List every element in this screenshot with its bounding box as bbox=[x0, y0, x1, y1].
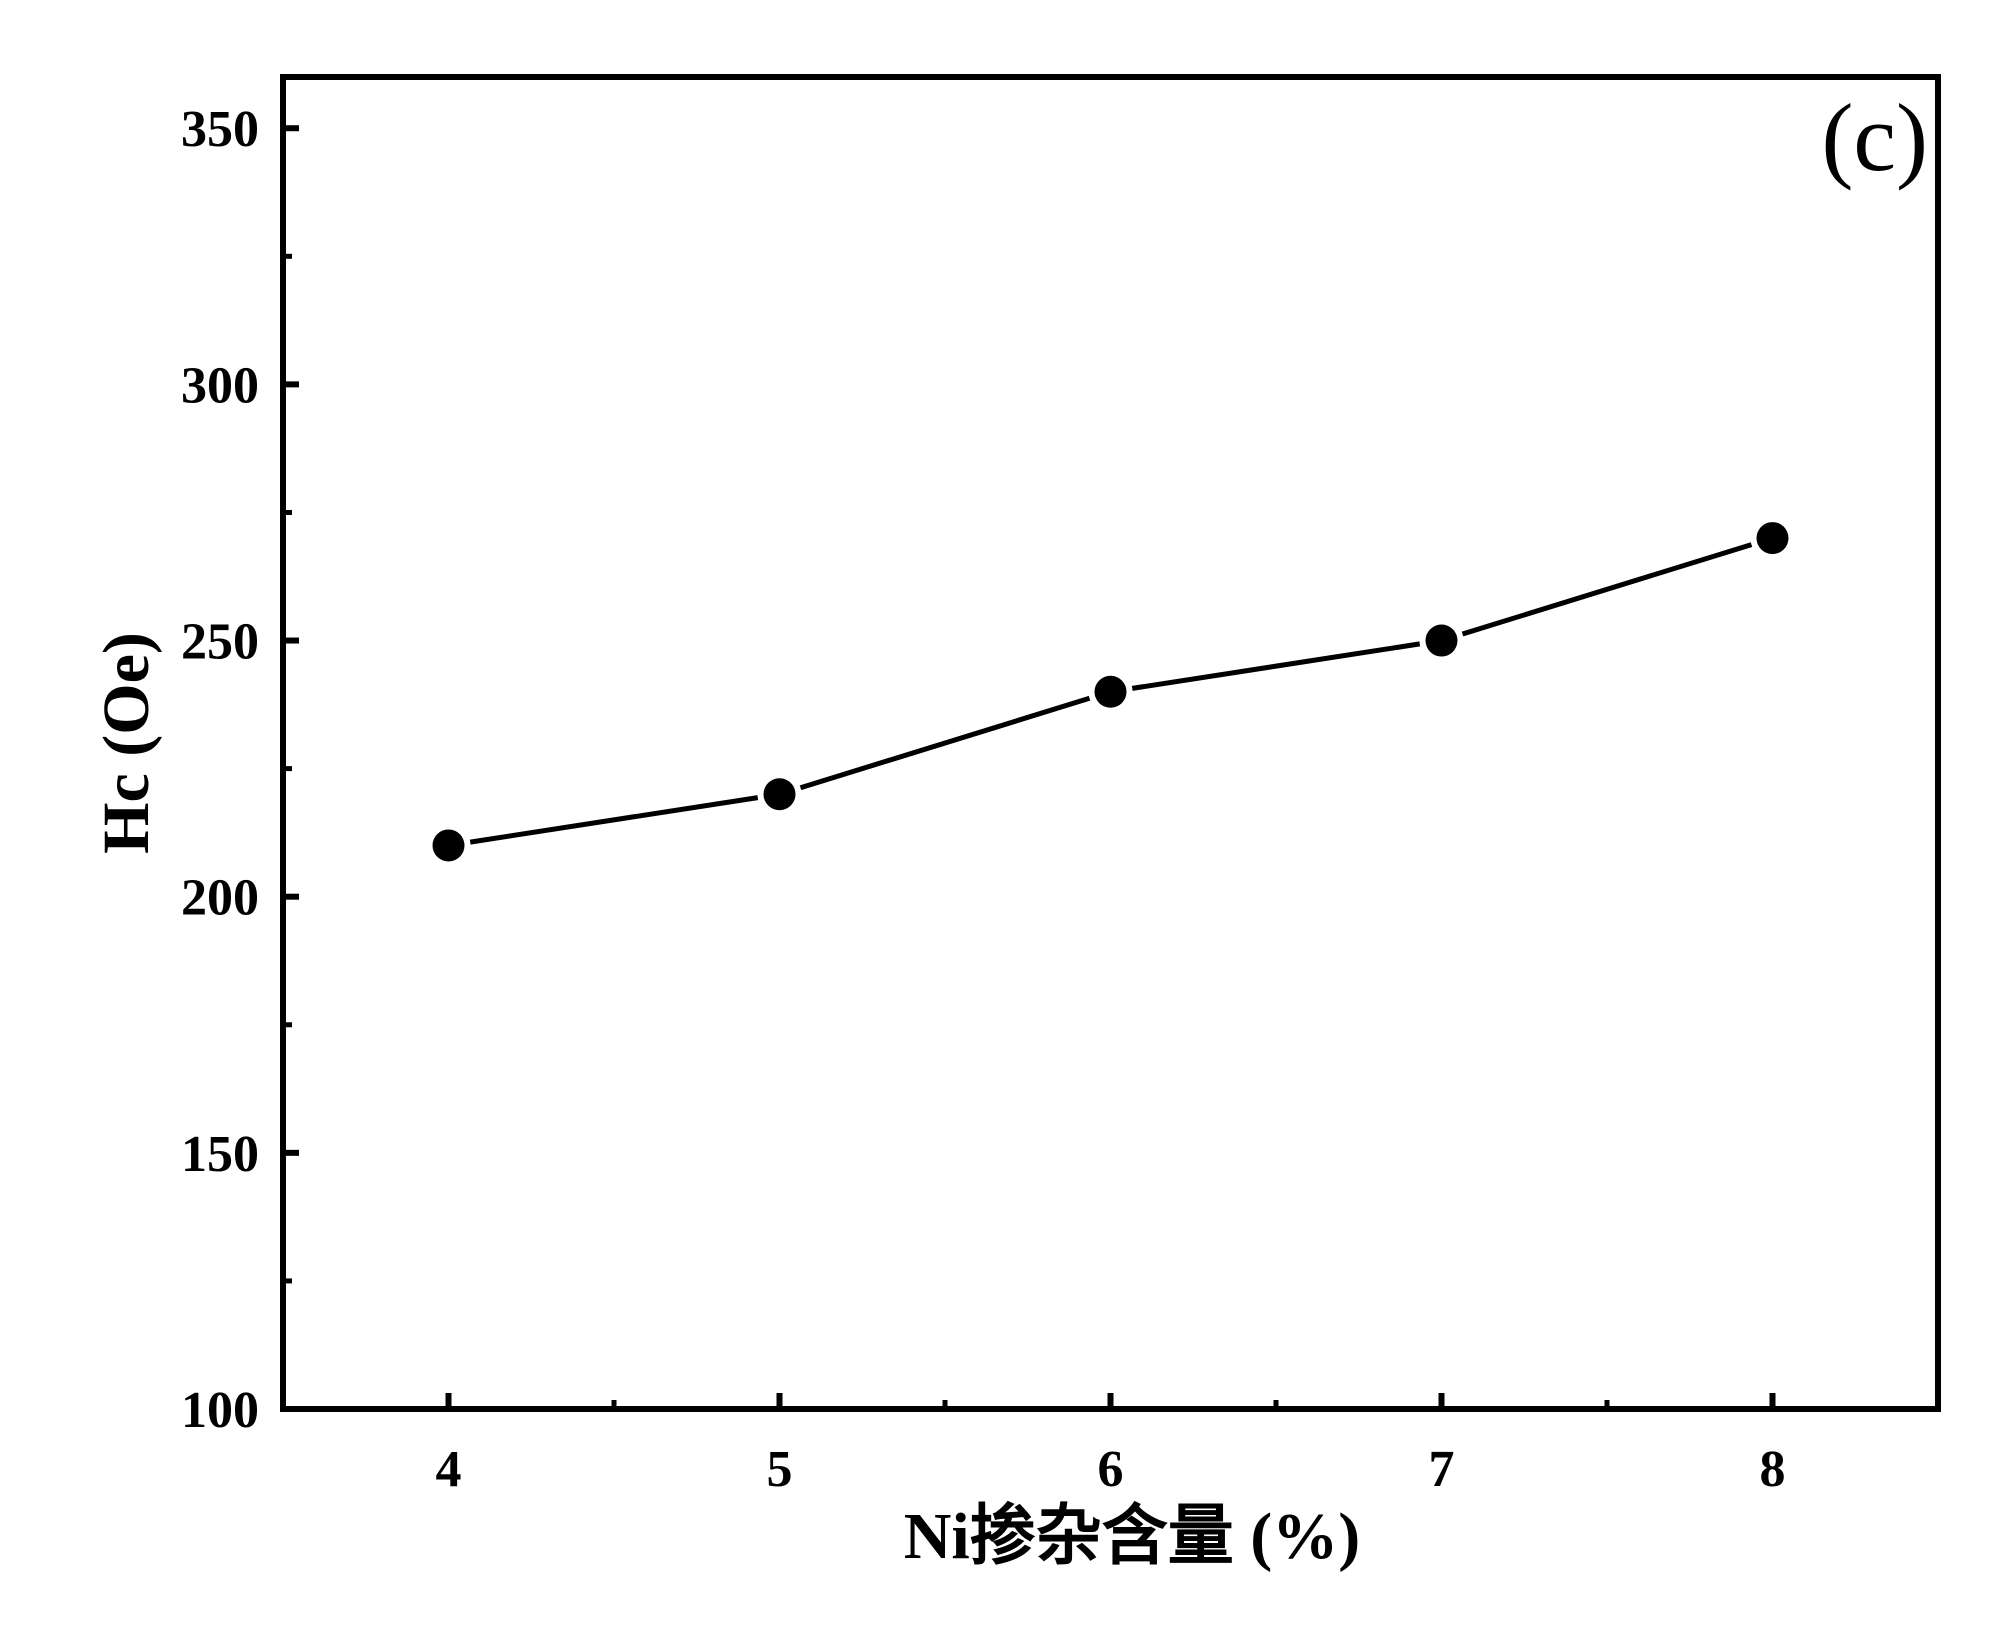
series-line-segment bbox=[1131, 641, 1421, 691]
y-axis-ticks: 100 150 200 250 300 350 bbox=[181, 101, 299, 1439]
x-tick-label: 7 bbox=[1429, 1441, 1455, 1498]
series-line-segment bbox=[1461, 542, 1753, 637]
x-tick-label: 5 bbox=[767, 1441, 793, 1498]
data-point bbox=[1756, 522, 1789, 555]
data-point bbox=[1425, 624, 1458, 657]
plot-frame bbox=[280, 74, 1941, 1412]
data-point bbox=[763, 778, 796, 811]
series-line-segment bbox=[469, 795, 759, 845]
data-point bbox=[432, 829, 465, 862]
data-point bbox=[1094, 675, 1127, 708]
y-tick-label: 200 bbox=[181, 870, 259, 927]
x-axis-title: Ni掺杂含量 (%) bbox=[904, 1500, 1360, 1573]
y-tick-label: 100 bbox=[181, 1382, 259, 1439]
x-tick-label: 8 bbox=[1760, 1441, 1786, 1498]
x-tick-label: 4 bbox=[436, 1441, 462, 1498]
panel-label: (c) bbox=[1821, 84, 1928, 191]
x-axis-ticks: 4 5 6 7 8 bbox=[436, 1393, 1786, 1498]
series-layer bbox=[432, 522, 1789, 862]
x-tick-label: 6 bbox=[1098, 1441, 1124, 1498]
y-tick-label: 150 bbox=[181, 1126, 259, 1183]
y-axis-title: Hc (Oe) bbox=[90, 632, 163, 854]
series-line-segment bbox=[799, 695, 1091, 791]
y-tick-label: 300 bbox=[181, 357, 259, 414]
y-tick-label: 350 bbox=[181, 101, 259, 158]
y-tick-label: 250 bbox=[181, 614, 259, 671]
